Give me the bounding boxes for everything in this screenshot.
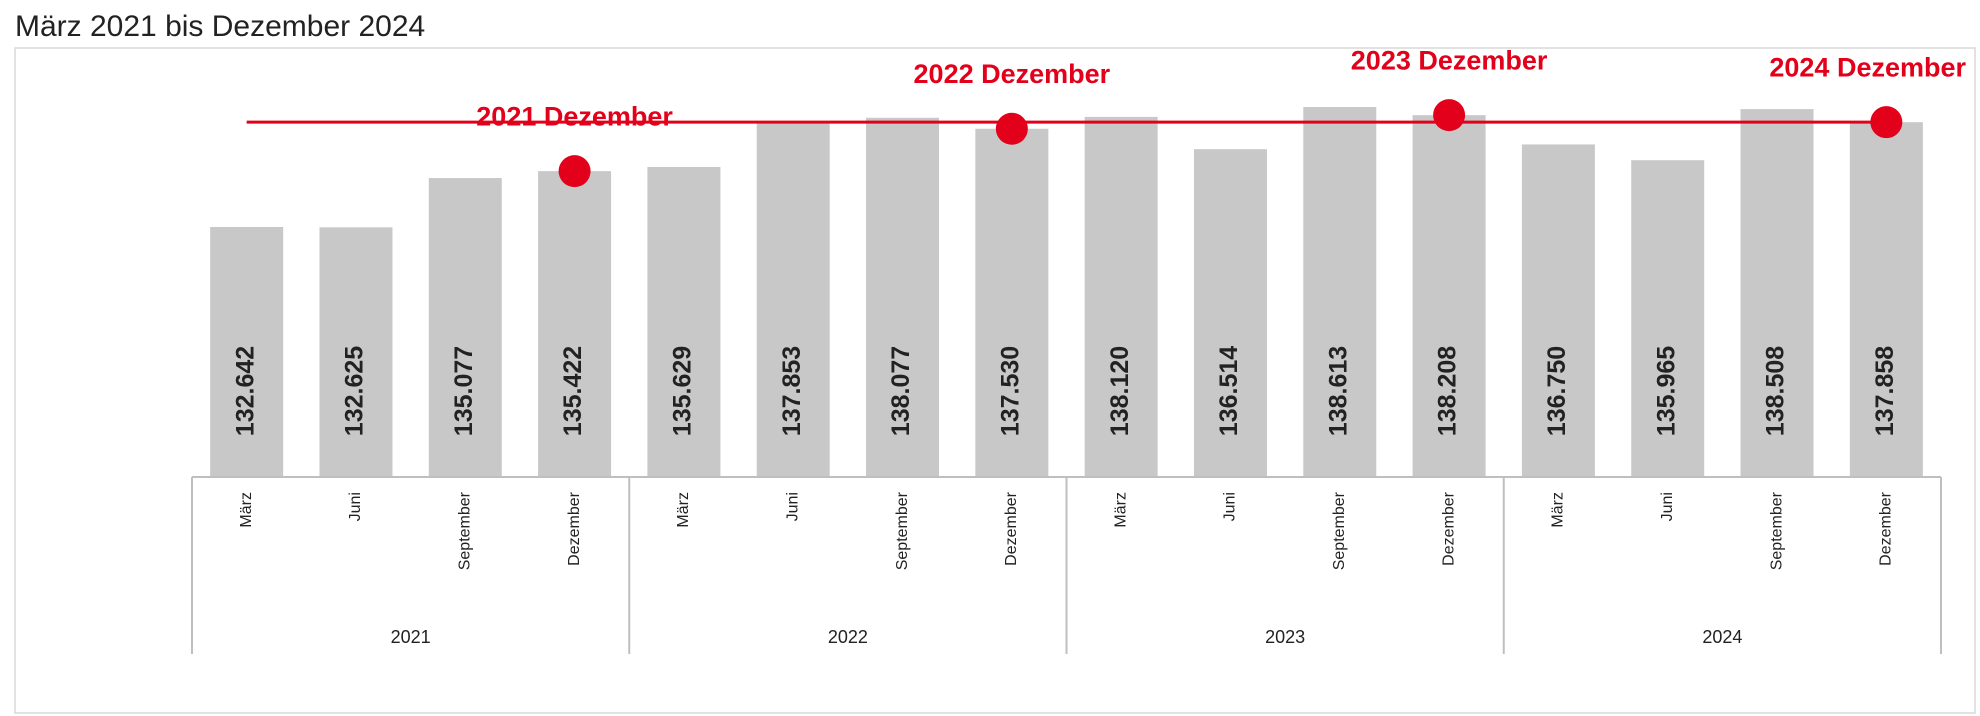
value-label: 135.077 — [450, 346, 478, 436]
annotation: 2022 Dezember — [914, 59, 1111, 89]
value-label: 138.508 — [1762, 346, 1790, 436]
highlight-dot — [1870, 106, 1903, 139]
value-label: 138.613 — [1324, 346, 1352, 436]
bar — [1849, 122, 1923, 477]
x-tick-label: März — [675, 492, 692, 528]
x-tick-label: Juni — [347, 492, 364, 521]
group-label: 2022 — [828, 627, 868, 647]
value-label: 138.120 — [1106, 346, 1134, 436]
group-label: 2024 — [1702, 627, 1742, 647]
annotation: 2024 Dezember — [1769, 52, 1966, 82]
bar — [1193, 149, 1267, 477]
bar — [1303, 107, 1377, 477]
group-label: 2023 — [1265, 627, 1305, 647]
bar — [866, 117, 940, 478]
value-label: 135.629 — [669, 346, 697, 436]
chart-title: März 2021 bis Dezember 2024 — [15, 10, 425, 43]
x-tick-label: Dezember — [1440, 491, 1457, 565]
bar — [1412, 115, 1486, 477]
value-label: 132.625 — [341, 346, 369, 436]
highlight-dot — [1433, 99, 1466, 132]
x-tick-label: März — [1550, 492, 1567, 528]
bar — [210, 226, 284, 477]
value-label: 137.858 — [1871, 346, 1899, 436]
value-label: 135.965 — [1652, 346, 1680, 436]
bar — [1521, 144, 1595, 477]
bar — [647, 166, 721, 478]
bar — [756, 122, 830, 477]
bar — [1084, 116, 1158, 478]
group-label: 2021 — [391, 627, 431, 647]
highlight-dot — [558, 155, 591, 188]
x-tick-label: März — [1112, 492, 1129, 528]
x-tick-label: September — [894, 491, 911, 570]
highlight-dot — [995, 112, 1028, 145]
value-label: 138.208 — [1434, 346, 1462, 436]
value-label: 138.077 — [887, 346, 915, 436]
bar — [1631, 160, 1705, 477]
bar — [538, 171, 612, 477]
value-label: 132.642 — [231, 346, 259, 436]
x-tick-label: Dezember — [566, 491, 583, 565]
x-tick-label: September — [457, 491, 474, 570]
value-label: 136.514 — [1215, 346, 1243, 436]
annotation: 2021 Dezember — [476, 101, 673, 131]
x-tick-label: September — [1768, 491, 1785, 570]
x-tick-label: März — [238, 492, 255, 528]
x-tick-label: Juni — [1659, 492, 1676, 521]
bar — [319, 227, 393, 477]
bar — [1740, 109, 1814, 477]
value-label: 135.422 — [559, 346, 587, 436]
x-tick-label: Dezember — [1878, 491, 1895, 565]
chart-frame — [14, 47, 1976, 714]
value-label: 137.530 — [996, 346, 1024, 436]
x-tick-label: Dezember — [1003, 491, 1020, 565]
x-tick-label: September — [1331, 491, 1348, 570]
bar — [428, 178, 502, 477]
value-label: 137.853 — [778, 346, 806, 436]
value-label: 136.750 — [1543, 346, 1571, 436]
bar — [975, 128, 1049, 477]
x-tick-label: Juni — [784, 492, 801, 521]
x-tick-label: Juni — [1222, 492, 1239, 521]
annotation: 2023 Dezember — [1351, 45, 1548, 75]
